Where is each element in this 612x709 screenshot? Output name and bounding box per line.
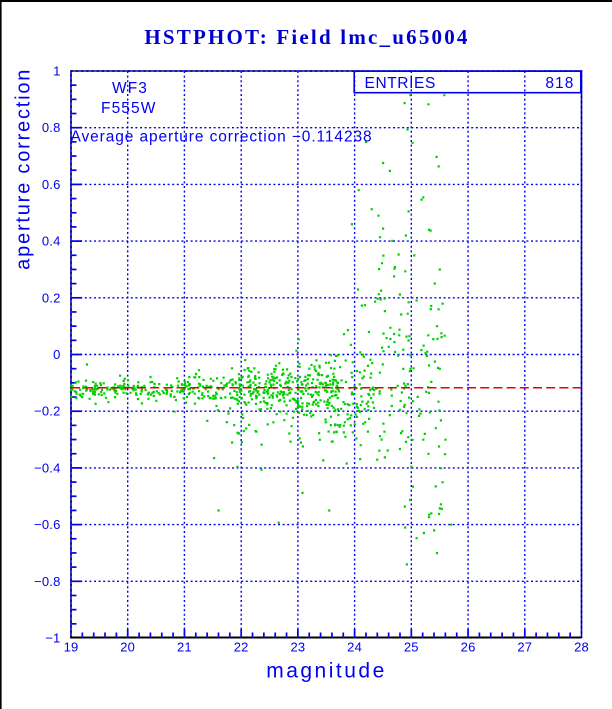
svg-text:Average aperture correction −0: Average aperture correction −0.114238 — [71, 128, 373, 145]
svg-text:19: 19 — [64, 640, 79, 655]
svg-text:0: 0 — [53, 347, 60, 362]
svg-text:−0.2: −0.2 — [34, 404, 60, 419]
svg-text:1: 1 — [53, 64, 60, 79]
svg-text:−0.8: −0.8 — [34, 574, 60, 589]
svg-text:0.6: 0.6 — [42, 177, 61, 192]
svg-text:0.8: 0.8 — [42, 120, 61, 135]
svg-text:HSTPHOT: Field lmc_u65004: HSTPHOT: Field lmc_u65004 — [144, 25, 469, 49]
svg-text:0.2: 0.2 — [42, 290, 61, 305]
svg-text:−1: −1 — [45, 631, 60, 646]
svg-text:WF3: WF3 — [112, 80, 148, 97]
svg-text:F555W: F555W — [101, 100, 156, 117]
svg-text:ENTRIES: ENTRIES — [365, 75, 436, 92]
svg-text:26: 26 — [461, 640, 476, 655]
svg-text:aperture correction: aperture correction — [13, 68, 35, 270]
svg-text:0.4: 0.4 — [42, 234, 61, 249]
svg-text:21: 21 — [177, 640, 192, 655]
svg-text:28: 28 — [574, 640, 589, 655]
svg-text:24: 24 — [347, 640, 362, 655]
svg-text:−0.6: −0.6 — [34, 517, 60, 532]
svg-text:22: 22 — [234, 640, 249, 655]
svg-text:23: 23 — [290, 640, 305, 655]
svg-text:25: 25 — [404, 640, 419, 655]
svg-text:20: 20 — [120, 640, 135, 655]
svg-text:−0.4: −0.4 — [34, 460, 60, 475]
svg-text:818: 818 — [545, 75, 574, 92]
svg-text:27: 27 — [517, 640, 532, 655]
svg-text:magnitude: magnitude — [266, 660, 387, 683]
